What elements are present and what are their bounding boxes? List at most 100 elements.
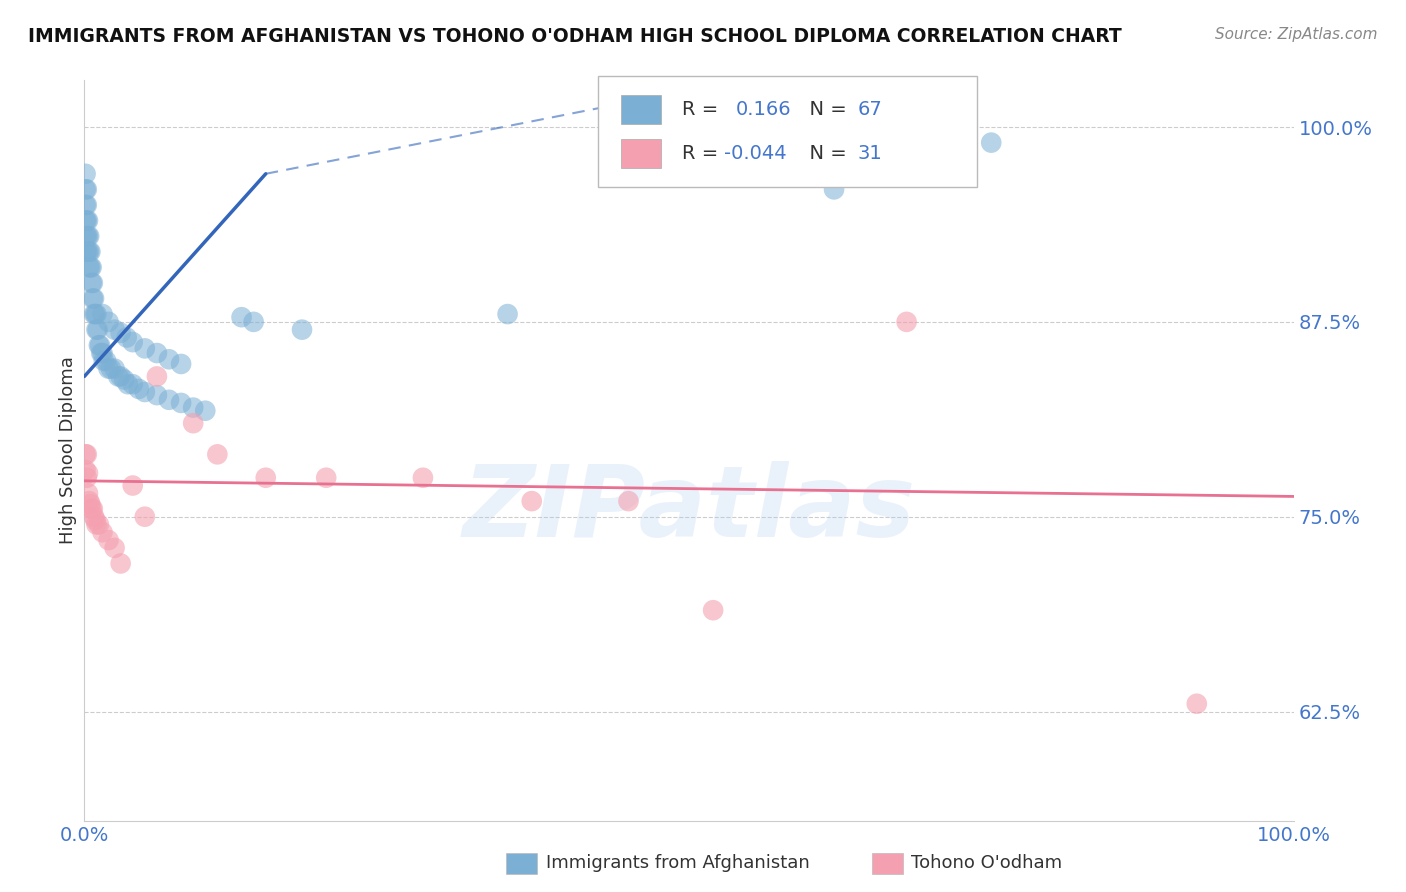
Text: Tohono O'odham: Tohono O'odham <box>911 855 1062 872</box>
Point <box>194 403 217 417</box>
Text: ZIPatlas: ZIPatlas <box>463 461 915 558</box>
Point <box>86 307 108 321</box>
Point <box>110 326 132 340</box>
Point <box>77 213 100 227</box>
Point <box>83 509 105 524</box>
Point <box>980 136 1002 150</box>
Point <box>77 244 100 259</box>
Point <box>80 276 103 290</box>
Point <box>77 466 100 480</box>
Text: IMMIGRANTS FROM AFGHANISTAN VS TOHONO O'ODHAM HIGH SCHOOL DIPLOMA CORRELATION CH: IMMIGRANTS FROM AFGHANISTAN VS TOHONO O'… <box>28 27 1122 45</box>
Point <box>121 377 143 392</box>
Point <box>91 307 114 321</box>
Point <box>315 471 337 485</box>
Point <box>90 346 112 360</box>
Text: Source: ZipAtlas.com: Source: ZipAtlas.com <box>1215 27 1378 42</box>
Point <box>76 229 98 244</box>
Point <box>80 260 103 275</box>
Point <box>181 416 204 430</box>
Point <box>86 517 108 532</box>
Point <box>97 533 120 547</box>
Point <box>77 229 100 244</box>
Point <box>181 401 204 415</box>
Point <box>617 494 640 508</box>
Point <box>110 369 132 384</box>
Point <box>104 541 127 555</box>
Point <box>84 307 107 321</box>
Point <box>112 372 135 386</box>
Text: 31: 31 <box>858 144 883 163</box>
Point <box>412 471 434 485</box>
Point <box>89 338 111 352</box>
Point <box>170 357 193 371</box>
Point <box>76 213 98 227</box>
Point <box>77 229 100 244</box>
Text: 0.166: 0.166 <box>735 100 792 120</box>
Point <box>83 292 105 306</box>
Point <box>76 471 98 485</box>
Point <box>82 276 104 290</box>
Text: N =: N = <box>797 100 853 120</box>
Point <box>146 369 169 384</box>
Point <box>76 182 98 196</box>
Point <box>76 244 98 259</box>
Point <box>75 463 97 477</box>
Text: N =: N = <box>797 144 853 163</box>
Point <box>79 260 101 275</box>
Point <box>91 525 114 540</box>
Point <box>77 494 100 508</box>
Point <box>77 260 100 275</box>
Point <box>79 497 101 511</box>
Point <box>75 213 97 227</box>
Point <box>97 315 120 329</box>
Point <box>146 388 169 402</box>
Point <box>496 307 519 321</box>
Point <box>100 361 122 376</box>
Point <box>79 244 101 259</box>
Point <box>121 335 143 350</box>
Point <box>128 382 150 396</box>
Point <box>80 502 103 516</box>
Point <box>76 447 98 461</box>
Point <box>157 352 180 367</box>
Point <box>86 323 108 337</box>
Point <box>75 244 97 259</box>
Point <box>896 167 918 181</box>
Point <box>823 182 845 196</box>
Point <box>87 517 110 532</box>
Point <box>115 330 138 344</box>
Point <box>291 323 314 337</box>
Point <box>110 557 132 571</box>
Point <box>134 509 156 524</box>
Point <box>75 182 97 196</box>
Point <box>76 198 98 212</box>
Point <box>242 315 264 329</box>
Point <box>1185 697 1208 711</box>
Text: R =: R = <box>682 100 724 120</box>
Point <box>75 198 97 212</box>
Point <box>104 361 127 376</box>
Point <box>77 244 100 259</box>
Point <box>86 323 108 337</box>
Point <box>121 478 143 492</box>
Point <box>104 323 127 337</box>
Point <box>157 392 180 407</box>
Point <box>94 354 117 368</box>
Point <box>170 396 193 410</box>
Point <box>896 315 918 329</box>
Point <box>520 494 543 508</box>
Point <box>97 361 120 376</box>
Text: Immigrants from Afghanistan: Immigrants from Afghanistan <box>546 855 810 872</box>
Point <box>87 338 110 352</box>
Point <box>77 486 100 500</box>
Point <box>83 307 105 321</box>
Point <box>75 229 97 244</box>
Point <box>82 502 104 516</box>
Point <box>117 377 139 392</box>
Point <box>75 447 97 461</box>
Text: 67: 67 <box>858 100 883 120</box>
Point <box>93 354 115 368</box>
Text: -0.044: -0.044 <box>724 144 787 163</box>
Point <box>134 342 156 356</box>
Point <box>702 603 724 617</box>
